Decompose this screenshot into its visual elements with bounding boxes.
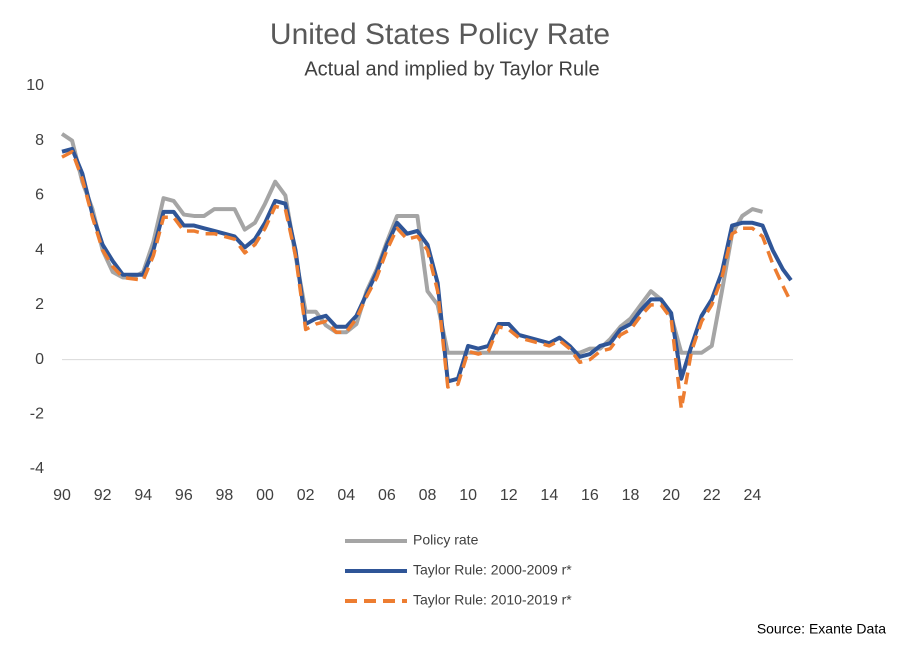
y-tick-label: 6 xyxy=(35,187,44,204)
series-line xyxy=(61,146,793,384)
x-tick-label: 96 xyxy=(175,487,193,504)
x-tick-label: 02 xyxy=(297,487,315,504)
x-tick-label: 24 xyxy=(743,487,761,504)
y-tick-label: 2 xyxy=(35,296,44,313)
chart-subtitle: Actual and implied by Taylor Rule xyxy=(304,58,599,80)
y-tick-label: 0 xyxy=(35,351,44,368)
y-tick-label: -2 xyxy=(30,406,44,423)
series-line xyxy=(61,149,793,411)
x-tick-label: 92 xyxy=(94,487,112,504)
legend-label: Policy rate xyxy=(413,532,479,548)
series-line xyxy=(60,132,764,355)
x-tick-label: 98 xyxy=(216,487,234,504)
x-tick-label: 06 xyxy=(378,487,396,504)
x-tick-label: 10 xyxy=(459,487,477,504)
legend-label: Taylor Rule: 2010-2019 r* xyxy=(413,592,572,608)
x-tick-label: 08 xyxy=(419,487,437,504)
y-tick-label: 10 xyxy=(26,77,44,94)
x-tick-label: 12 xyxy=(500,487,518,504)
x-tick-label: 14 xyxy=(540,487,558,504)
x-tick-label: 94 xyxy=(134,487,152,504)
x-tick-label: 20 xyxy=(662,487,680,504)
y-tick-label: 4 xyxy=(35,241,44,258)
x-tick-label: 00 xyxy=(256,487,274,504)
x-tick-label: 90 xyxy=(53,487,71,504)
legend-label: Taylor Rule: 2000-2009 r* xyxy=(413,562,572,578)
chart-title: United States Policy Rate xyxy=(270,18,610,51)
y-tick-label: 8 xyxy=(35,132,44,149)
source-note: Source: Exante Data xyxy=(757,621,886,637)
x-tick-label: 16 xyxy=(581,487,599,504)
y-tick-label: -4 xyxy=(30,460,44,477)
x-tick-label: 18 xyxy=(622,487,640,504)
x-tick-label: 22 xyxy=(703,487,721,504)
x-tick-label: 04 xyxy=(337,487,355,504)
